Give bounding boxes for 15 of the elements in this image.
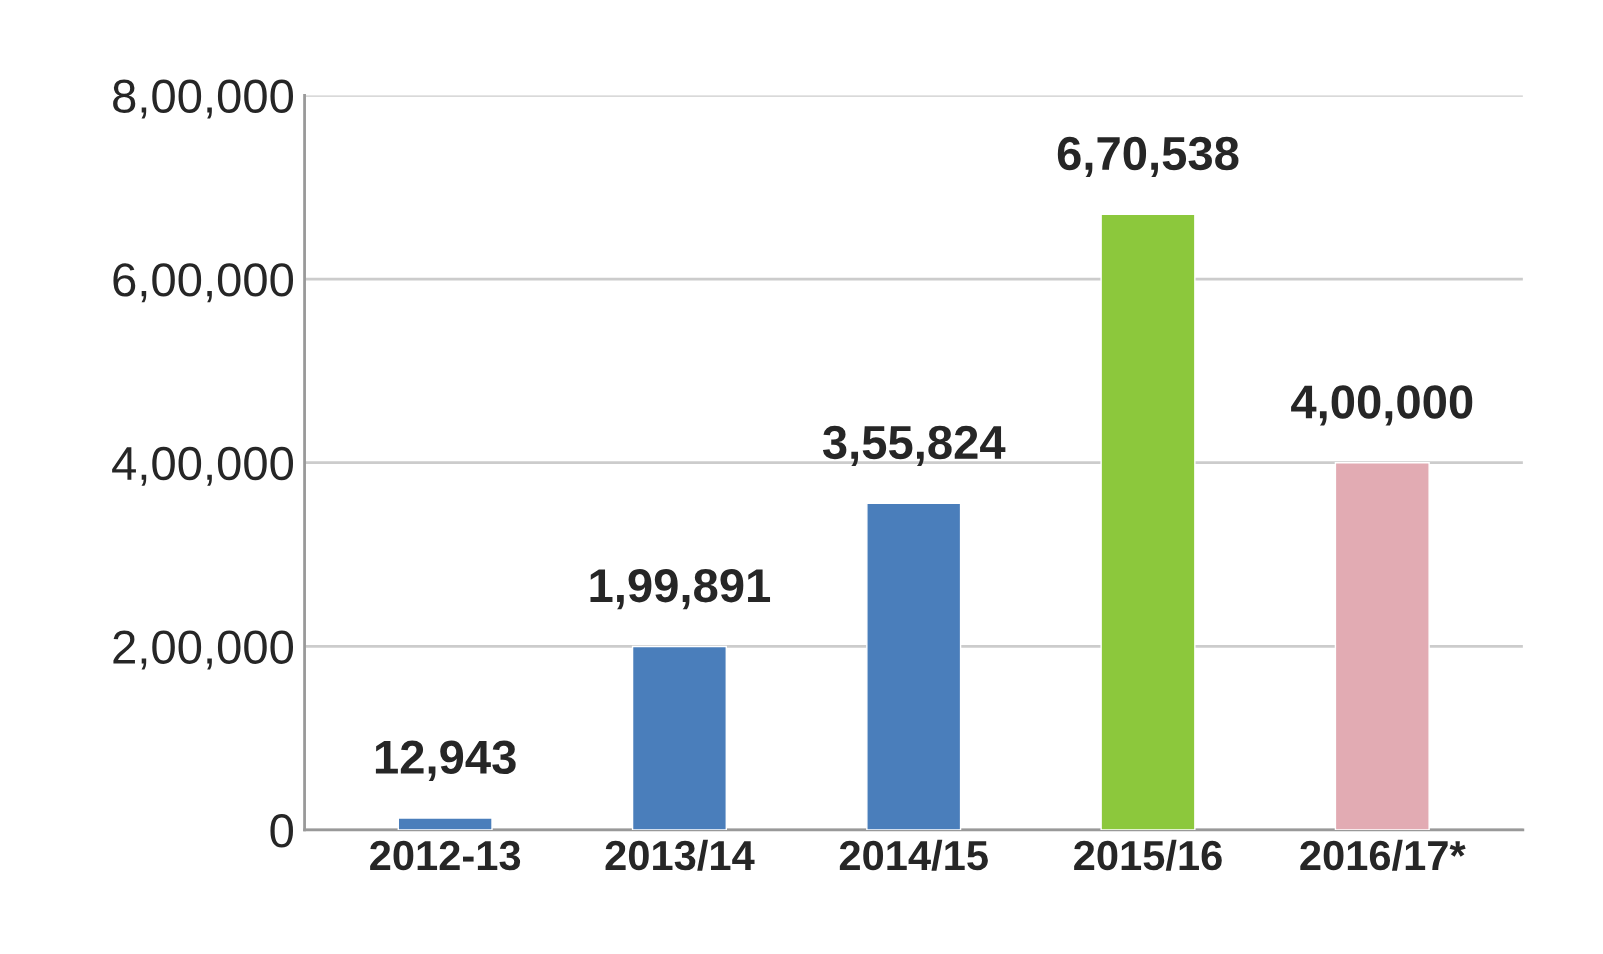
x-tick-label: 2012-13 — [370, 840, 521, 871]
y-tick-label: 8,00,000 — [113, 79, 294, 119]
x-tick-label: 2013/14 — [605, 839, 755, 871]
data-label: 4,00,000 — [1291, 385, 1473, 426]
y-tick-label: 6,00,000 — [113, 263, 294, 303]
data-label: 1,99,891 — [590, 568, 771, 610]
data-label: 3,55,824 — [822, 425, 1006, 467]
data-label: 6,70,538 — [1057, 136, 1239, 178]
y-tick-label: 0 — [270, 814, 293, 848]
x-tick-label: 2014/15 — [839, 839, 988, 871]
data-label: 12,943 — [375, 740, 516, 781]
y-tick-label: 4,00,000 — [112, 446, 294, 486]
y-tick-label: 2,00,000 — [113, 630, 294, 670]
x-tick-label: 2016/17* — [1300, 839, 1466, 871]
x-tick-label: 2015/16 — [1074, 839, 1222, 871]
